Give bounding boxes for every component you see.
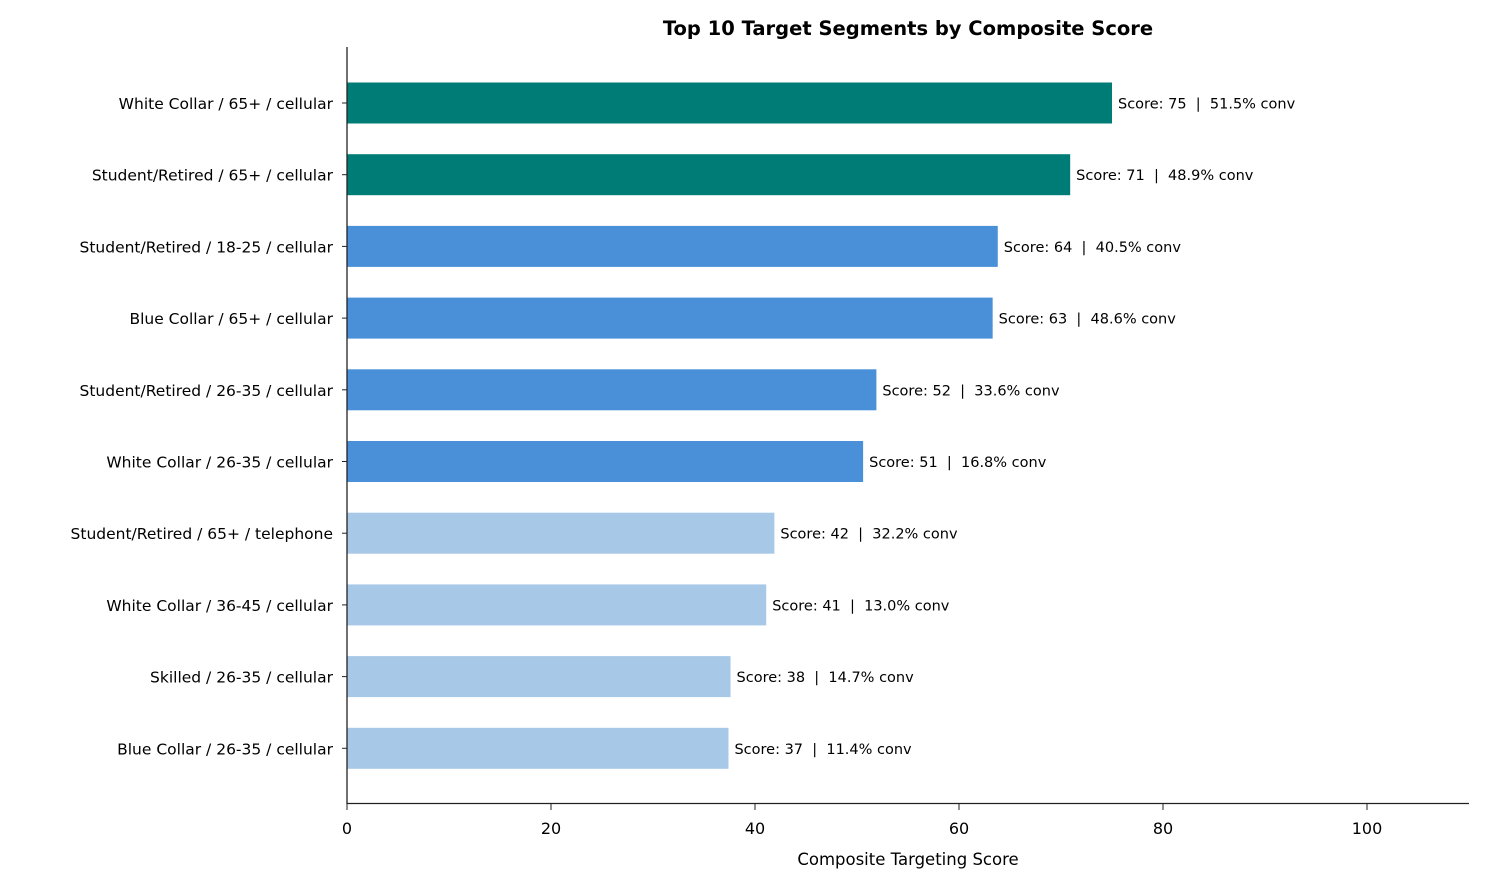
bar bbox=[347, 369, 877, 411]
bar bbox=[347, 441, 864, 482]
data-label: Score: 71 | 48.9% conv bbox=[1076, 168, 1254, 184]
y-tick-label: Skilled / 26-35 / cellular bbox=[150, 669, 334, 687]
x-tick-label: 0 bbox=[342, 819, 352, 838]
data-label: Score: 38 | 14.7% conv bbox=[737, 670, 915, 686]
y-tick-label: Blue Collar / 26-35 / cellular bbox=[117, 740, 334, 758]
x-tick-label: 100 bbox=[1352, 819, 1383, 838]
y-tick-label: White Collar / 36-45 / cellular bbox=[106, 597, 333, 615]
y-tick-label: Student/Retired / 26-35 / cellular bbox=[79, 382, 333, 400]
data-label: Score: 37 | 11.4% conv bbox=[734, 742, 912, 758]
x-tick-label: 80 bbox=[1153, 819, 1173, 838]
bar bbox=[347, 82, 1112, 124]
chart-title: Top 10 Target Segments by Composite Scor… bbox=[663, 17, 1153, 40]
data-label: Score: 52 | 33.6% conv bbox=[882, 383, 1060, 399]
bar bbox=[347, 154, 1071, 196]
y-tick-label: White Collar / 26-35 / cellular bbox=[106, 454, 333, 472]
data-label: Score: 41 | 13.0% conv bbox=[772, 598, 950, 614]
data-label: Score: 63 | 48.6% conv bbox=[999, 312, 1177, 328]
x-tick-label: 40 bbox=[745, 819, 765, 838]
bar bbox=[347, 656, 731, 698]
x-axis-label: Composite Targeting Score bbox=[797, 850, 1018, 869]
y-tick-label: Blue Collar / 65+ / cellular bbox=[129, 310, 333, 328]
y-tick-label: Student/Retired / 65+ / cellular bbox=[92, 167, 334, 185]
x-tick-label: 20 bbox=[541, 819, 561, 838]
bar bbox=[347, 225, 998, 267]
data-label: Score: 75 | 51.5% conv bbox=[1118, 97, 1296, 113]
x-tick-label: 60 bbox=[949, 819, 969, 838]
data-label: Score: 42 | 32.2% conv bbox=[780, 527, 958, 543]
data-label: Score: 51 | 16.8% conv bbox=[869, 455, 1047, 471]
data-label: Score: 64 | 40.5% conv bbox=[1004, 240, 1182, 256]
bar bbox=[347, 584, 767, 626]
bar bbox=[347, 727, 729, 769]
bar bbox=[347, 297, 993, 339]
y-tick-label: White Collar / 65+ / cellular bbox=[119, 95, 334, 113]
y-tick-label: Student/Retired / 65+ / telephone bbox=[71, 525, 333, 543]
y-tick-label: Student/Retired / 18-25 / cellular bbox=[79, 238, 333, 256]
bar bbox=[347, 512, 775, 554]
